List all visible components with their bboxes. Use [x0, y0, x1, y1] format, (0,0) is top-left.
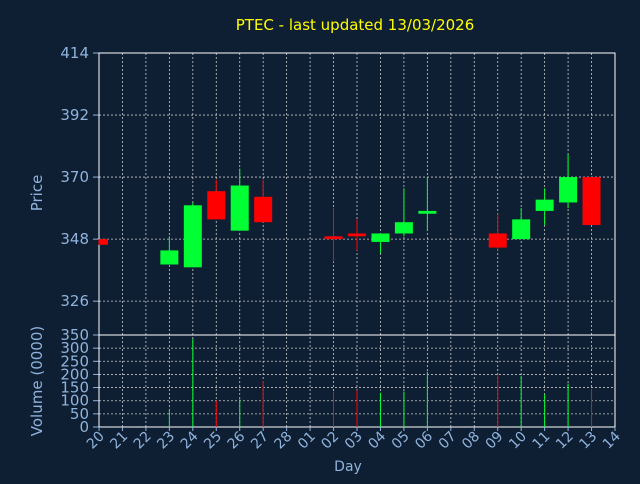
- candle-body: [99, 239, 108, 245]
- candle-body: [582, 177, 601, 226]
- price-tick-label: 326: [60, 292, 89, 310]
- candle-body: [207, 191, 226, 220]
- chart-title: PTEC - last updated 13/03/2026: [236, 16, 475, 34]
- day-tick-label: 08: [459, 429, 483, 453]
- grid-lines: [93, 52, 616, 431]
- candle-body: [348, 233, 366, 237]
- volume-tick-label: 150: [60, 379, 89, 397]
- day-tick-label: 07: [436, 429, 460, 453]
- day-tick-label: 13: [576, 429, 600, 453]
- day-tick-label: 26: [225, 428, 249, 452]
- candle-body: [559, 177, 578, 203]
- candle-body: [418, 210, 437, 214]
- volume-tick-label: 300: [60, 339, 89, 357]
- day-tick-label: 01: [295, 429, 319, 453]
- day-tick-label: 03: [342, 429, 366, 453]
- candle-body: [535, 199, 554, 211]
- volume-tick-label: 0: [79, 418, 89, 436]
- volume-tick-label: 250: [60, 352, 89, 370]
- candle-body: [254, 196, 273, 223]
- price-tick-label: 370: [60, 168, 89, 186]
- day-tick-label: 04: [365, 428, 389, 452]
- day-tick-label: 12: [553, 429, 577, 453]
- volume-tick-label: 100: [60, 392, 89, 410]
- volume-axis-label: Volume (0000): [28, 326, 46, 436]
- volume-tick-label: 50: [70, 405, 89, 423]
- day-tick-label: 21: [107, 429, 131, 453]
- day-tick-label: 06: [412, 428, 436, 452]
- day-tick-label: 23: [154, 429, 178, 453]
- candle-body: [230, 185, 249, 231]
- candle-body: [394, 222, 413, 234]
- candle-body: [512, 219, 531, 240]
- day-tick-label: 10: [506, 429, 530, 453]
- day-tick-label: 22: [131, 429, 155, 453]
- day-tick-label: 02: [318, 429, 342, 453]
- day-tick-label: 09: [483, 429, 507, 453]
- candle-body: [324, 236, 343, 240]
- price-tick-label: 392: [60, 106, 89, 124]
- volume-tick-label: 200: [60, 365, 89, 383]
- candle-body: [488, 233, 507, 248]
- candle-body: [371, 233, 390, 242]
- day-tick-label: 24: [178, 428, 202, 452]
- day-axis-label: Day: [334, 459, 362, 475]
- price-tick-label: 348: [60, 230, 89, 248]
- candle-body: [160, 250, 179, 265]
- day-tick-label: 14: [600, 428, 624, 452]
- volume-tick-label: 350: [60, 326, 89, 344]
- chart-marks: [98, 154, 601, 427]
- candle-body: [183, 205, 202, 268]
- day-tick-label: 28: [272, 429, 296, 453]
- day-tick-label: 25: [201, 429, 225, 453]
- price-axis-label: Price: [28, 175, 46, 212]
- day-tick-label: 27: [248, 429, 272, 453]
- price-tick-label: 414: [60, 44, 89, 62]
- day-tick-label: 11: [530, 429, 554, 453]
- day-tick-label: 05: [389, 429, 413, 453]
